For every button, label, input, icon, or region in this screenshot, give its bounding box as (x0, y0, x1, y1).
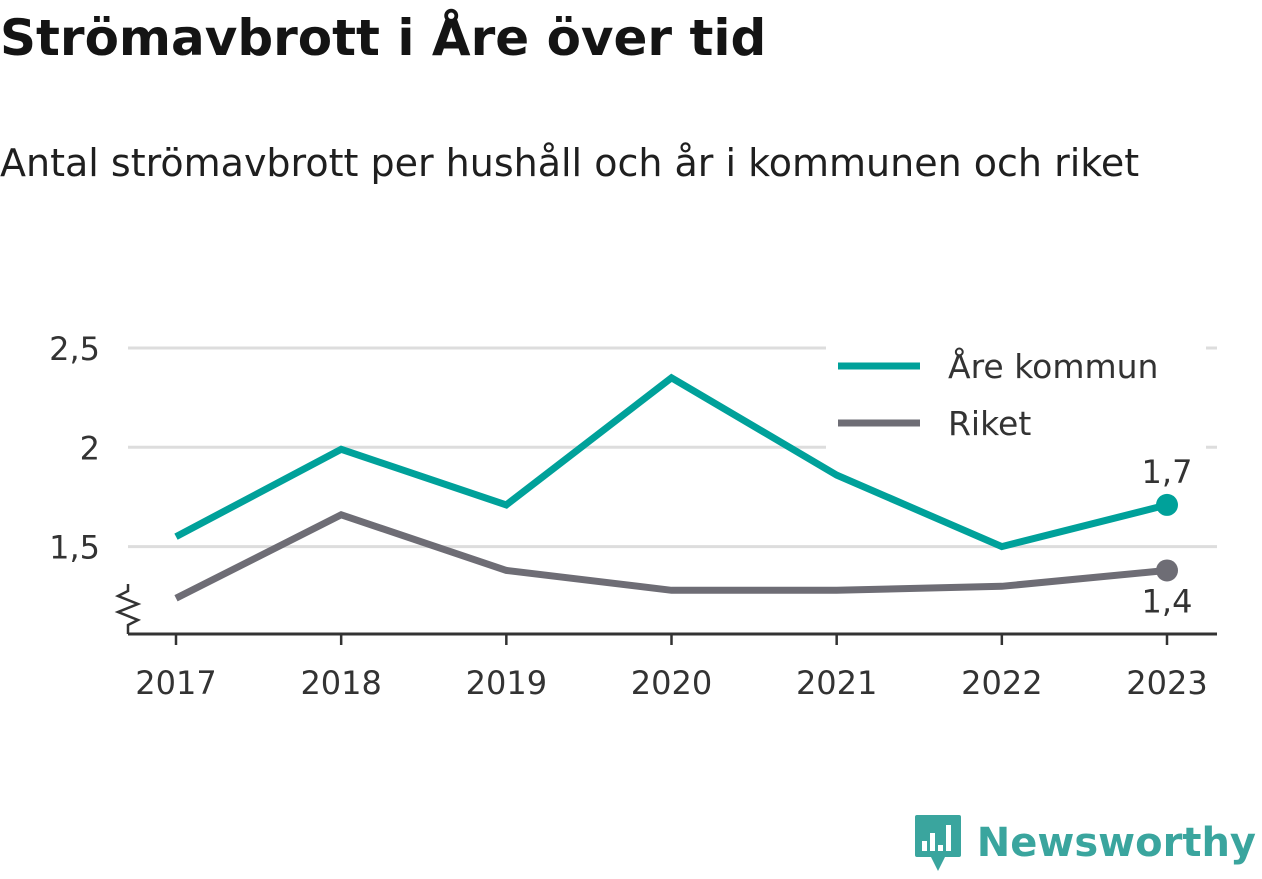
x-tick-label: 2022 (961, 664, 1042, 702)
series-line-1 (174, 511, 1168, 602)
x-tick-label: 2020 (631, 664, 712, 702)
x-tick-label: 2019 (466, 664, 547, 702)
axes: 1,5 2 2,5 2017 2018 2019 2020 2021 2022 2023 (49, 330, 1217, 702)
chart-title: Strömavbrott i Åre över tid (0, 9, 767, 67)
series-end-point-0 (1156, 493, 1178, 516)
legend: Åre kommun Riket (826, 345, 1206, 451)
x-tick-label: 2023 (1126, 664, 1207, 702)
x-tick-label: 2018 (300, 664, 381, 702)
y-tick-label: 2,5 (49, 330, 100, 368)
y-tick-label: 2 (80, 429, 100, 467)
data-labels: 1,7 1,4 (1142, 453, 1193, 621)
brand-name: Newsworthy (976, 820, 1256, 866)
x-tick-label: 2017 (135, 664, 216, 702)
y-axis-break (114, 584, 142, 634)
series-line-0 (174, 373, 1168, 551)
series-lines (174, 373, 1178, 602)
series-end-point-1 (1156, 559, 1178, 582)
data-label-1: 1,4 (1142, 582, 1193, 620)
newsworthy-logo: Newsworthy (913, 813, 1256, 873)
x-tick-label: 2021 (796, 664, 877, 702)
legend-label-0: Åre kommun (948, 346, 1158, 386)
y-tick-label: 1,5 (49, 529, 100, 567)
legend-label-1: Riket (948, 404, 1031, 443)
data-label-0: 1,7 (1142, 453, 1193, 491)
chart-subtitle: Antal strömavbrott per hushåll och år i … (0, 141, 1140, 185)
newsworthy-bar-chart-icon (914, 815, 961, 871)
